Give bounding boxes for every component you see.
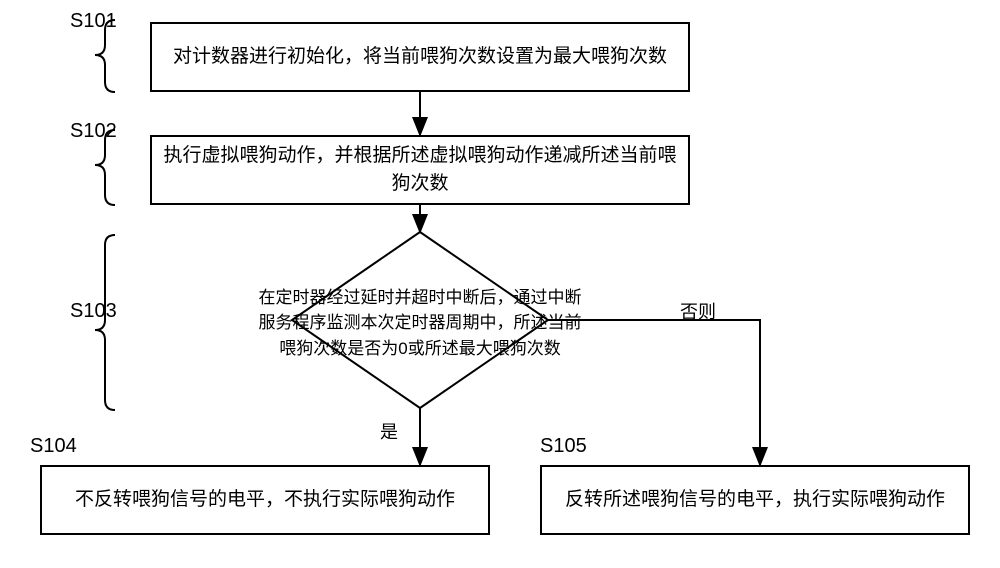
node-s105: 反转所述喂狗信号的电平，执行实际喂狗动作 <box>540 465 970 535</box>
node-label-s101: S101 <box>70 10 117 33</box>
edge-label-yes: 是 <box>380 418 398 444</box>
node-text-s105: 反转所述喂狗信号的电平，执行实际喂狗动作 <box>565 486 945 515</box>
node-s102: 执行虚拟喂狗动作，并根据所述虚拟喂狗动作递减所述当前喂狗次数 <box>150 135 690 205</box>
node-text-s104: 不反转喂狗信号的电平，不执行实际喂狗动作 <box>75 486 455 515</box>
node-label-s102: S102 <box>70 120 117 143</box>
node-text-s103: 在定时器经过延时并超时中断后，通过中断服务程序监测本次定时器周期中，所述当前喂狗… <box>255 285 585 362</box>
node-s103: 在定时器经过延时并超时中断后，通过中断服务程序监测本次定时器周期中，所述当前喂狗… <box>255 258 585 388</box>
node-text-s102: 执行虚拟喂狗动作，并根据所述虚拟喂狗动作递减所述当前喂狗次数 <box>162 142 678 199</box>
node-label-s104: S104 <box>30 435 77 458</box>
node-label-s105: S105 <box>540 435 587 458</box>
node-s104: 不反转喂狗信号的电平，不执行实际喂狗动作 <box>40 465 490 535</box>
flowchart-canvas: S101 对计数器进行初始化，将当前喂狗次数设置为最大喂狗次数 S102 执行虚… <box>0 0 1000 568</box>
edge-label-no: 否则 <box>680 298 716 324</box>
node-text-s101: 对计数器进行初始化，将当前喂狗次数设置为最大喂狗次数 <box>173 43 667 72</box>
node-s101: 对计数器进行初始化，将当前喂狗次数设置为最大喂狗次数 <box>150 22 690 92</box>
node-label-s103: S103 <box>70 300 117 323</box>
